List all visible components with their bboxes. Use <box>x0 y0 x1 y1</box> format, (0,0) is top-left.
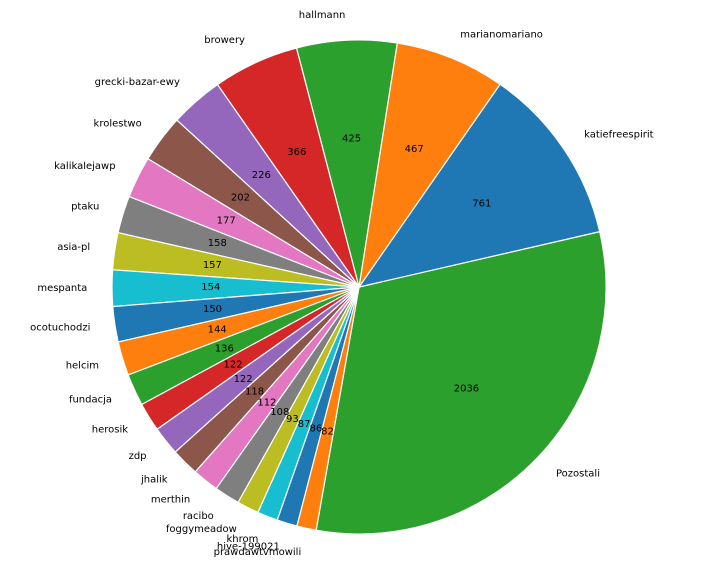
value-label-racibo: 108 <box>270 407 289 418</box>
value-label-marianomariano: 467 <box>405 144 424 155</box>
value-labels-group: 2036 761 467 425 366 226 202 177 158 157 154 150 144… <box>201 133 491 437</box>
slice-label-mespanta: mespanta <box>37 283 87 294</box>
slice-label-asia-pl: asia-pl <box>57 242 90 253</box>
value-label-hallmann: 425 <box>342 133 361 144</box>
slice-label-fundacja: fundacja <box>69 395 112 406</box>
value-label-grecki-bazar-ewy: 226 <box>252 170 271 181</box>
category-labels-group: Pozostali katiefreespirit marianomariano ha… <box>30 10 654 558</box>
value-label-prawdawtvmowili: 82 <box>321 426 334 437</box>
slice-label-zdp: zdp <box>129 451 147 462</box>
slice-label-katiefreespirit: katiefreespirit <box>584 129 654 140</box>
value-label-fundacja: 136 <box>215 343 234 354</box>
slice-label-grecki-bazar-ewy: grecki-bazar-ewy <box>95 77 180 88</box>
value-label-asia-pl: 157 <box>203 260 222 271</box>
pie-slice-katiefreespirit <box>358 83 601 288</box>
value-label-ptaku: 158 <box>208 238 227 249</box>
slice-label-ocotuchodzi: ocotuchodzi <box>30 323 90 334</box>
value-label-kalikalejawp: 177 <box>217 216 236 227</box>
slice-label-marianomariano: marianomariano <box>460 29 543 40</box>
wedges-group <box>111 39 607 535</box>
slice-label-helcim: helcim <box>66 360 99 371</box>
value-label-katiefreespirit: 761 <box>472 198 491 209</box>
pie-slice-pozostali <box>315 231 607 535</box>
value-label-helcim: 144 <box>208 325 227 336</box>
slice-label-khrom: khrom <box>226 534 258 545</box>
slice-label-foggymeadow: foggymeadow <box>166 524 237 535</box>
value-label-mespanta: 154 <box>201 282 220 293</box>
value-label-ocotuchodzi: 150 <box>203 304 222 315</box>
value-label-zdp: 122 <box>234 374 253 385</box>
slice-label-hallmann: hallmann <box>299 10 346 21</box>
value-label-herosik: 122 <box>223 360 242 371</box>
value-label-merthin: 112 <box>257 398 276 409</box>
slice-label-krolestwo: krolestwo <box>94 118 142 129</box>
value-label-browery: 366 <box>287 147 306 158</box>
pie-slice-prawdawtvmowili <box>296 286 360 531</box>
slice-label-herosik: herosik <box>92 425 128 436</box>
slice-label-ptaku: ptaku <box>71 202 99 213</box>
slice-label-hive-199021: hive-199021 <box>217 541 280 552</box>
value-label-krolestwo: 202 <box>231 193 250 204</box>
pie-slice-marianomariano <box>358 42 501 288</box>
slice-label-merthin: merthin <box>151 494 190 505</box>
value-label-pozostali: 2036 <box>454 384 479 395</box>
slice-label-kalikalejawp: kalikalejawp <box>54 161 115 172</box>
slice-label-pozostali: Pozostali <box>556 469 600 480</box>
slice-label-prawdawtvmowili: prawdawtvmowili <box>214 547 302 558</box>
slice-label-racibo: racibo <box>183 511 214 522</box>
value-label-hive-199021: 86 <box>309 423 322 434</box>
value-label-khrom: 87 <box>298 419 311 430</box>
slice-label-jhalik: jhalik <box>140 474 168 485</box>
slice-label-browery: browery <box>204 35 245 46</box>
value-label-foggymeadow: 93 <box>286 414 299 425</box>
value-label-jhalik: 118 <box>245 387 264 398</box>
